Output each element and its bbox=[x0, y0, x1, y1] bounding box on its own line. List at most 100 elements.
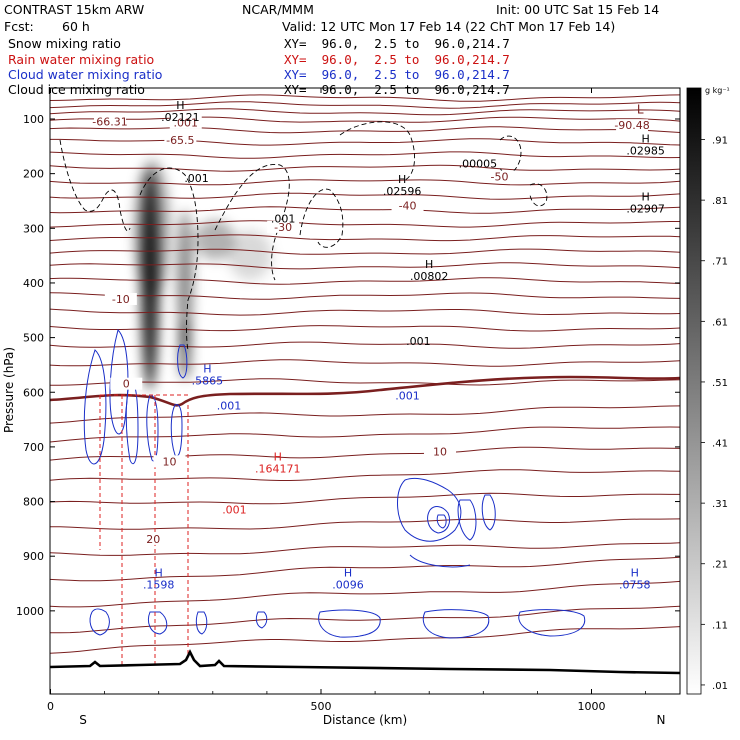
colorbar-label: .41 bbox=[712, 439, 728, 450]
temperature-contour-line bbox=[50, 179, 680, 186]
extremum-marker: H bbox=[203, 362, 211, 375]
contour-label: .001 bbox=[184, 172, 209, 185]
temperature-contour-line bbox=[50, 94, 680, 102]
temperature-contour-line bbox=[50, 426, 680, 443]
temperature-label-bg bbox=[104, 292, 137, 305]
temperature-contour-line bbox=[50, 192, 680, 200]
contour-label: .02985 bbox=[626, 144, 665, 157]
x-tick-label: 0 bbox=[47, 700, 54, 713]
extremum-marker: H bbox=[155, 566, 163, 579]
cw-contour-bl2 bbox=[147, 611, 168, 635]
extremum-marker: H bbox=[641, 132, 649, 145]
temperature-contour-line bbox=[50, 446, 680, 461]
temperature-contour-line bbox=[50, 108, 680, 116]
temperature-label-bg bbox=[169, 116, 202, 129]
temperature-label-bg bbox=[483, 170, 516, 183]
rain-contours bbox=[99, 394, 189, 665]
temperature-contour-line bbox=[50, 341, 680, 349]
temperature-label: 0 bbox=[123, 378, 130, 391]
colorbar-label: .81 bbox=[712, 196, 728, 207]
temperature-contour-line bbox=[50, 292, 680, 300]
y-tick-label: 500 bbox=[23, 332, 44, 345]
colorbar-unit: g kg⁻¹ bbox=[705, 86, 730, 95]
extremum-marker: H bbox=[176, 99, 184, 112]
y-tick-label: 900 bbox=[23, 550, 44, 563]
contour-label: .02121 bbox=[161, 111, 200, 124]
field-snow-xy: XY= 96.0, 2.5 to 96.0,214.7 bbox=[284, 36, 510, 51]
temperature-label: -50 bbox=[491, 171, 509, 184]
temperature-label-bg bbox=[391, 199, 424, 212]
y-tick-label: 100 bbox=[23, 113, 44, 126]
colorbar-label: .21 bbox=[712, 560, 728, 571]
temperature-label-bg bbox=[94, 115, 127, 128]
cw-contour-a bbox=[83, 349, 107, 465]
temperature-label-bg bbox=[137, 532, 170, 545]
temperature-contour-line bbox=[50, 151, 680, 159]
temperature-contour-line bbox=[50, 556, 680, 582]
center-name: NCAR/MMM bbox=[242, 2, 314, 17]
temperature-contour-line bbox=[50, 138, 680, 146]
model-title: CONTRAST 15km ARW bbox=[4, 2, 145, 17]
cw-contour-bl7 bbox=[518, 609, 586, 637]
cloud-water-contours bbox=[83, 329, 586, 639]
ice-contour-mid2 bbox=[214, 164, 290, 281]
temperature-contour-line bbox=[50, 378, 680, 386]
temperature-contour-line bbox=[50, 277, 680, 285]
cw-contour-e bbox=[170, 404, 183, 457]
colorbar-label: .51 bbox=[712, 378, 728, 389]
x-axis: 050010001500200025003000 bbox=[47, 88, 701, 713]
valid-time: Valid: 12 UTC Mon 17 Feb 14 (22 ChT Mon … bbox=[282, 19, 616, 34]
cloud-water-labels: H.5865HH.1598H.0096H.0758H.4197H.3745H.3… bbox=[143, 362, 651, 591]
x-axis-label: Distance (km) bbox=[323, 713, 407, 727]
field-rain-name: Rain water mixing ratio bbox=[8, 52, 155, 67]
contour-label: .001 bbox=[222, 503, 247, 516]
temperature-label-bg bbox=[110, 377, 143, 390]
temperature-contour-line bbox=[50, 164, 680, 172]
colorbar: g kg⁻¹ .01 .11 .21 .31 .41 .51 .61 .71 .81 .91 bbox=[686, 86, 730, 695]
contour-label: .02596 bbox=[383, 185, 422, 198]
cloud-ice-contours bbox=[59, 121, 548, 351]
temperature-labels: -66.31.001-65.5-90.48-68.98-71.4-86.7-84… bbox=[92, 115, 650, 546]
temperature-label: -90.48 bbox=[614, 119, 649, 132]
extremum-marker: H bbox=[344, 566, 352, 579]
x-tick-label: 1000 bbox=[578, 700, 606, 713]
temperature-contour-line bbox=[50, 325, 680, 332]
ice-contour-mid bbox=[139, 167, 199, 351]
colorbar-label: .91 bbox=[712, 136, 728, 147]
ice-contour-left bbox=[59, 139, 131, 232]
y-tick-label: 400 bbox=[23, 277, 44, 290]
colorbar-label: .11 bbox=[712, 620, 728, 631]
y-tick-label: 300 bbox=[23, 222, 44, 235]
temperature-contour-line bbox=[50, 234, 680, 242]
ice-contour-right2 bbox=[529, 183, 548, 207]
field-cloudwater-name: Cloud water mixing ratio bbox=[8, 67, 163, 82]
extremum-marker: H bbox=[641, 190, 649, 203]
temperature-contour-line bbox=[50, 248, 680, 255]
y-tick-label: 1000 bbox=[16, 605, 44, 618]
cw-contour-bl6 bbox=[422, 609, 490, 639]
y-tick-label: 700 bbox=[23, 441, 44, 454]
rain-labels: H.164171H.00069H.00633H.000476H.000178H.… bbox=[222, 450, 300, 516]
y-tick-label: 200 bbox=[23, 168, 44, 181]
temperature-contour-line bbox=[50, 542, 680, 556]
cw-contour-d bbox=[146, 394, 159, 462]
low-markers: LLL bbox=[637, 103, 644, 117]
temperature-contour-line bbox=[50, 206, 680, 214]
contour-label: .001 bbox=[271, 213, 296, 226]
temperature-label-bg bbox=[616, 119, 649, 132]
temperature-contour-line bbox=[50, 405, 680, 424]
cw-contour-bl4 bbox=[255, 611, 268, 629]
plot-frame bbox=[49, 87, 681, 695]
extremum-marker: H bbox=[274, 450, 282, 463]
cw-contour-bl3 bbox=[195, 611, 208, 635]
low-marker: L bbox=[637, 103, 644, 117]
cw-contour-i bbox=[436, 514, 447, 529]
cw-contour-f bbox=[177, 344, 188, 379]
cw-contour-l bbox=[409, 554, 471, 568]
field-ice-xy: XY= 96.0, 2.5 to 96.0,214.7 bbox=[284, 82, 510, 97]
field-ice-name: Cloud ice mixing ratio bbox=[8, 82, 145, 97]
temperature-label: .001 bbox=[174, 116, 199, 129]
temperature-label-bg bbox=[424, 445, 457, 458]
contour-label: .00802 bbox=[410, 270, 449, 283]
